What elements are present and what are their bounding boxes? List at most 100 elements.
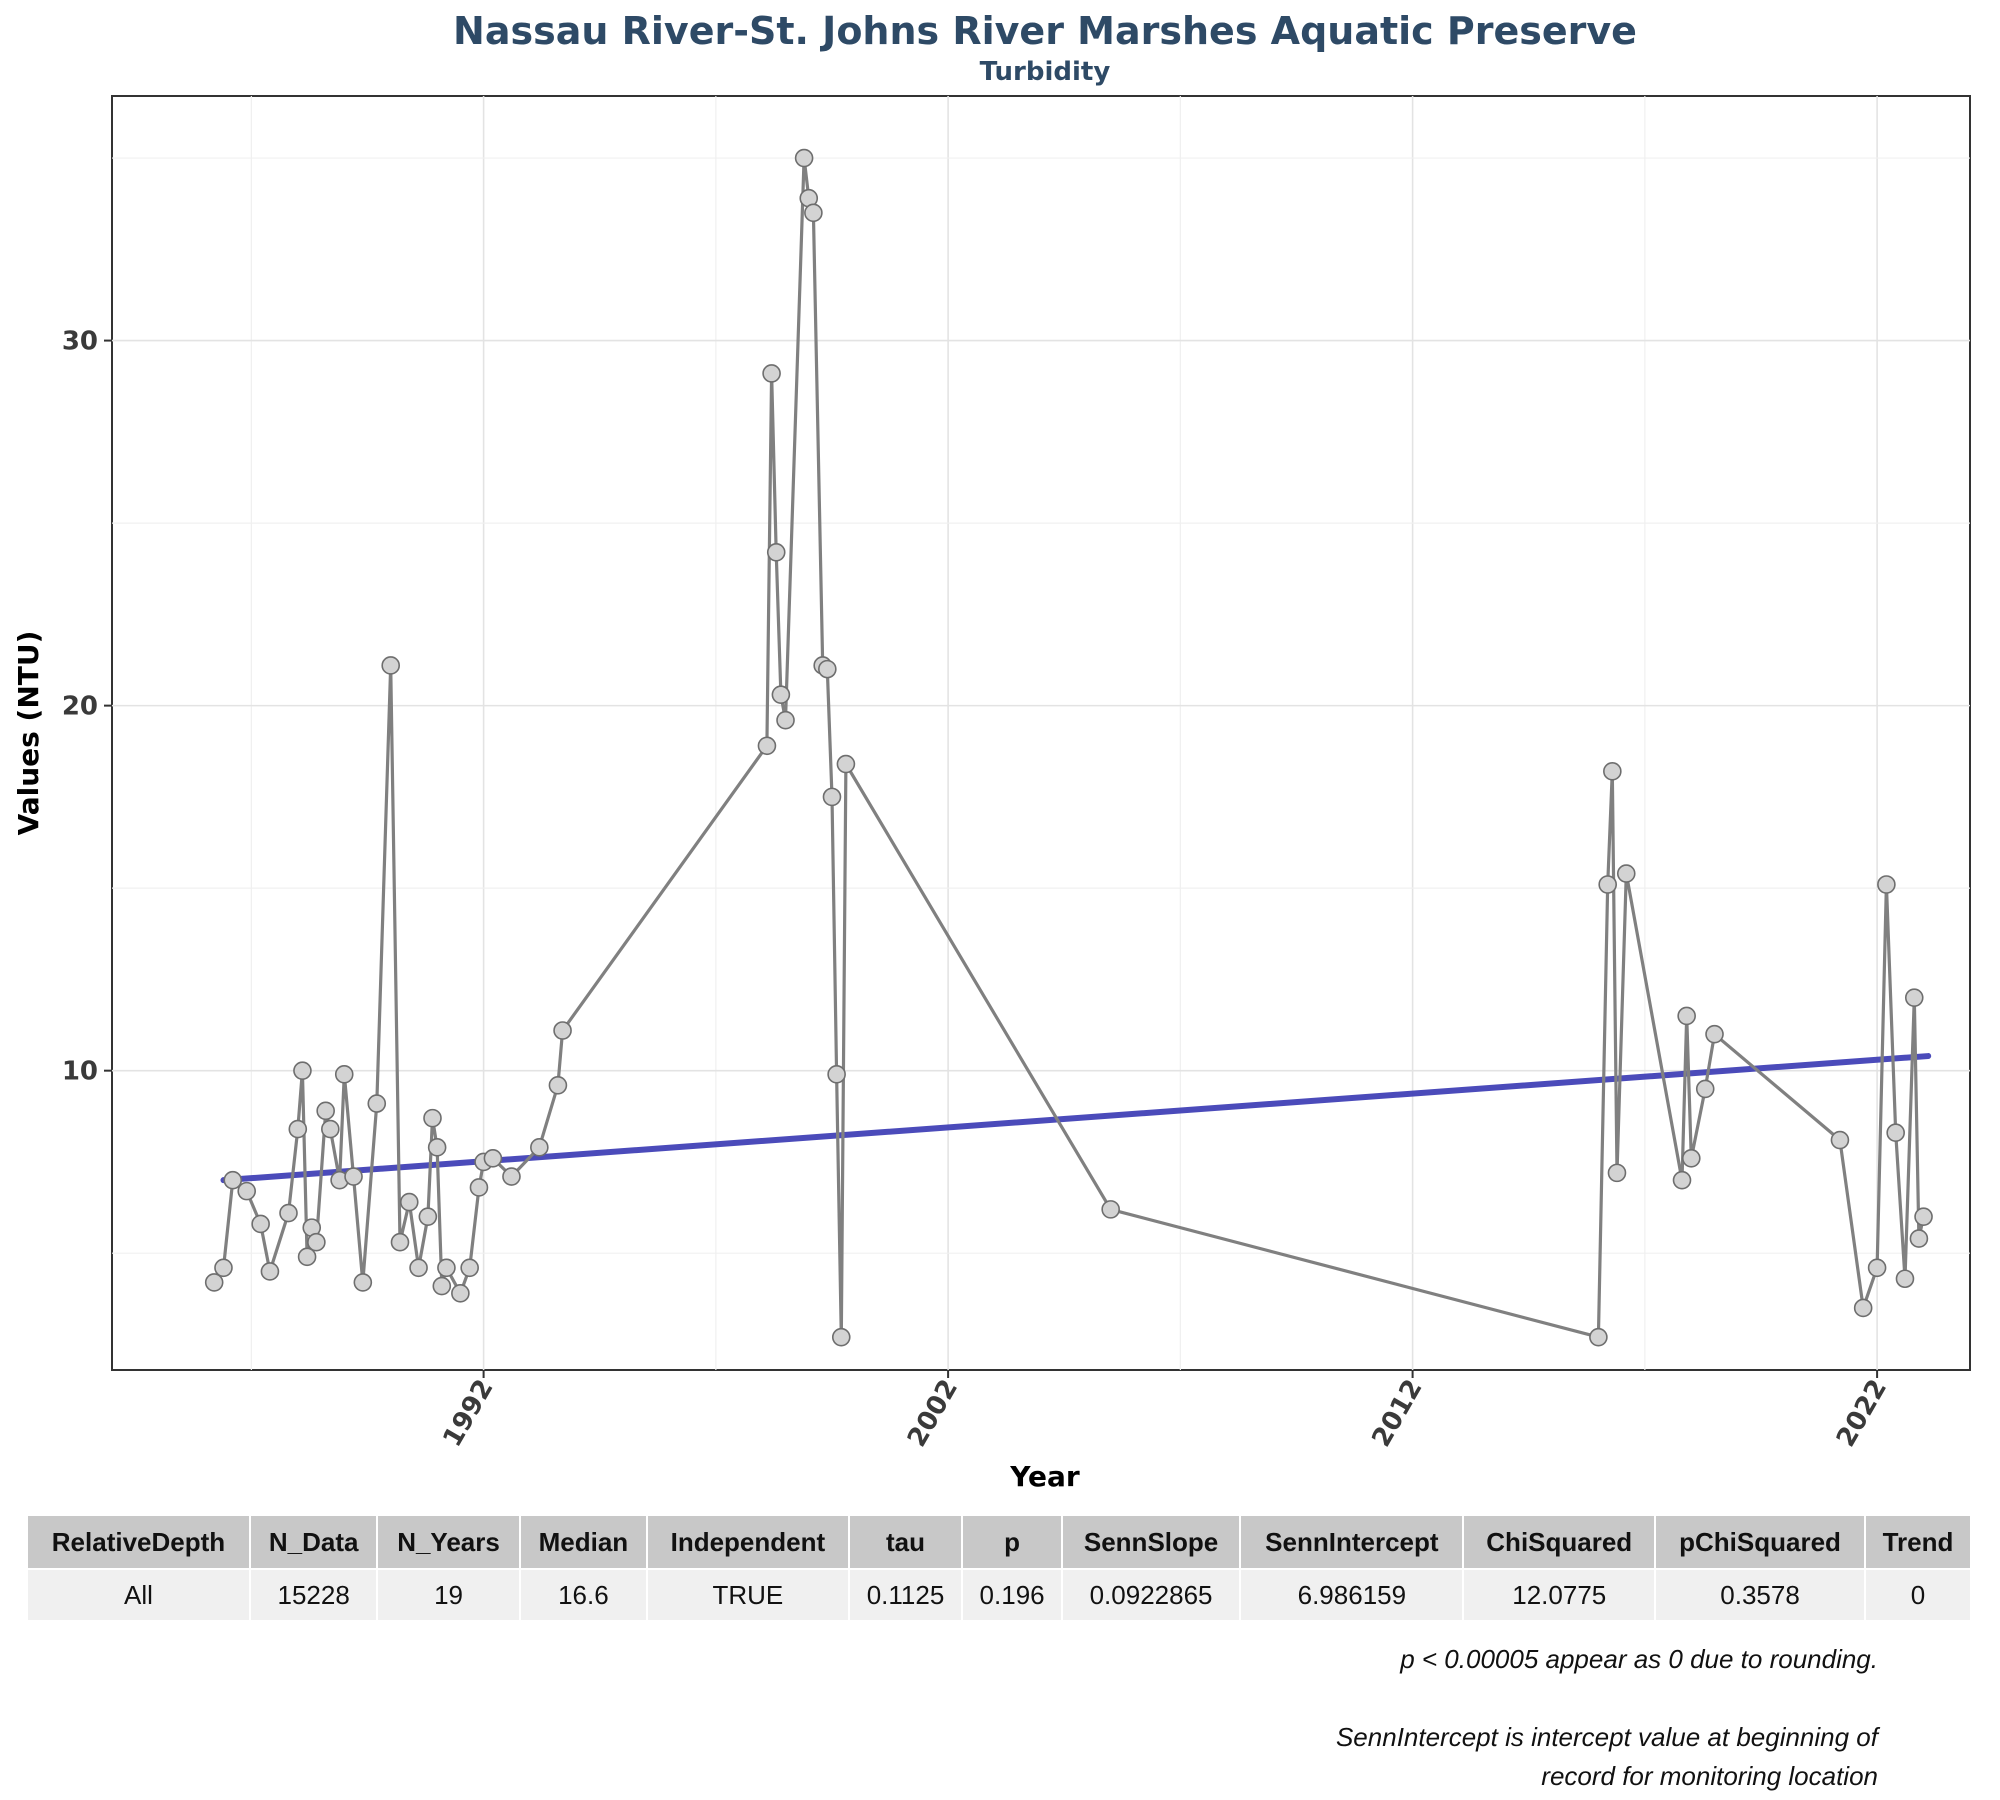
data-point [237, 1181, 257, 1201]
data-point [288, 1119, 308, 1139]
data-point [307, 1232, 326, 1252]
chart-title: Nassau River-St. Johns River Marshes Aqu… [453, 9, 1637, 53]
cell-n-data: 15228 [249, 1568, 379, 1620]
data-point [502, 1167, 521, 1186]
data-point [423, 1108, 442, 1128]
x-tick-label: 2022 [1831, 1375, 1893, 1453]
data-point [1853, 1298, 1873, 1318]
cell-independent: TRUE [647, 1568, 850, 1620]
header-senn-intercept: SennIntercept [1240, 1516, 1465, 1569]
x-tick-label: 1992 [437, 1375, 499, 1453]
data-point [381, 656, 401, 675]
data-point [762, 364, 781, 383]
header-tau: tau [848, 1516, 964, 1569]
x-tick-label: 2002 [902, 1375, 964, 1453]
data-point [836, 754, 856, 774]
footnote-senn-intercept-2: record for monitoring location [1541, 1761, 1878, 1791]
x-tick-label: 2012 [1366, 1375, 1428, 1453]
cell-tau: 0.1125 [848, 1568, 964, 1620]
data-point [818, 659, 837, 679]
data-point [1598, 875, 1617, 894]
data-point [334, 1065, 354, 1084]
data-point [367, 1094, 387, 1113]
data-point [279, 1203, 298, 1223]
header-p: p [962, 1516, 1063, 1569]
data-point [451, 1284, 470, 1303]
data-point [553, 1021, 572, 1040]
data-point [1616, 864, 1636, 883]
data-point [1695, 1079, 1715, 1099]
data-point [437, 1258, 456, 1278]
grid-lines [112, 96, 1970, 1370]
data-point [260, 1262, 280, 1281]
header-n-years: N_Years [377, 1516, 521, 1569]
trend-line-group [220, 1053, 1932, 1184]
data-point [1682, 1148, 1701, 1168]
y-tick-label: 20 [62, 692, 98, 722]
data-point [204, 1273, 224, 1292]
data-point [757, 736, 777, 756]
header-trend: Trend [1864, 1516, 1973, 1569]
footnotes: p < 0.00005 appear as 0 due to rounding.… [1336, 1640, 1878, 1796]
cell-median: 16.6 [519, 1568, 649, 1620]
data-point [1909, 1229, 1929, 1248]
cell-p: 0.196 [962, 1568, 1063, 1620]
y-axis-title: Values (NTU) [12, 631, 45, 836]
data-point [804, 203, 823, 223]
data-point [1877, 875, 1896, 894]
y-tick-label: 30 [62, 327, 98, 357]
data-point [427, 1138, 447, 1157]
data-point [418, 1207, 438, 1226]
data-point [344, 1167, 363, 1186]
data-point [530, 1138, 549, 1157]
data-point [794, 148, 814, 168]
data-point [297, 1247, 317, 1267]
header-relative-depth: RelativeDepth [28, 1516, 251, 1569]
header-p-chi-squared: pChiSquared [1655, 1516, 1866, 1569]
data-point [771, 685, 791, 704]
header-independent: Independent [647, 1516, 850, 1569]
cell-chi-squared: 12.0775 [1463, 1568, 1657, 1620]
data-point [1677, 1006, 1696, 1026]
data-series [204, 148, 1933, 1347]
data-point [1603, 762, 1622, 781]
data-point [548, 1075, 568, 1095]
data-point [469, 1178, 489, 1197]
data-point [432, 1276, 452, 1296]
cell-senn-intercept: 6.986159 [1240, 1568, 1465, 1620]
data-point [766, 543, 786, 562]
data-point [483, 1148, 503, 1168]
stats-header-row: RelativeDepth N_Data N_Years Median Inde… [28, 1516, 1973, 1569]
cell-p-chi-squared: 0.3578 [1655, 1568, 1866, 1620]
data-point [390, 1232, 410, 1252]
header-senn-slope: SennSlope [1061, 1516, 1242, 1569]
data-point [214, 1258, 233, 1278]
table-row: All 15228 19 16.6 TRUE 0.1125 0.196 0.09… [28, 1568, 1973, 1620]
data-point [1830, 1130, 1850, 1150]
data-point [1886, 1123, 1905, 1143]
y-tick-label: 10 [62, 1057, 98, 1087]
data-point [1607, 1163, 1627, 1183]
data-point [353, 1273, 373, 1292]
data-point [293, 1061, 312, 1080]
data-point [1101, 1200, 1120, 1219]
data-point [223, 1170, 243, 1190]
footnote-p-rounding: p < 0.00005 appear as 0 due to rounding. [1400, 1644, 1878, 1674]
trend-line [220, 1053, 1932, 1184]
data-point [316, 1101, 335, 1121]
x-axis-title: Year [1009, 1460, 1080, 1493]
cell-trend: 0 [1864, 1568, 1973, 1620]
data-point [1895, 1269, 1915, 1289]
data-point [321, 1119, 340, 1139]
data-point [409, 1258, 428, 1278]
header-chi-squared: ChiSquared [1463, 1516, 1657, 1569]
data-point [1914, 1207, 1933, 1226]
data-point [831, 1327, 851, 1347]
chart-subtitle: Turbidity [980, 57, 1111, 87]
data-point [827, 1065, 846, 1084]
cell-n-years: 19 [377, 1568, 521, 1620]
footnote-senn-intercept-1: SennIntercept is intercept value at begi… [1335, 1722, 1878, 1752]
data-point [1705, 1024, 1724, 1044]
plot-panel [111, 95, 1971, 1371]
